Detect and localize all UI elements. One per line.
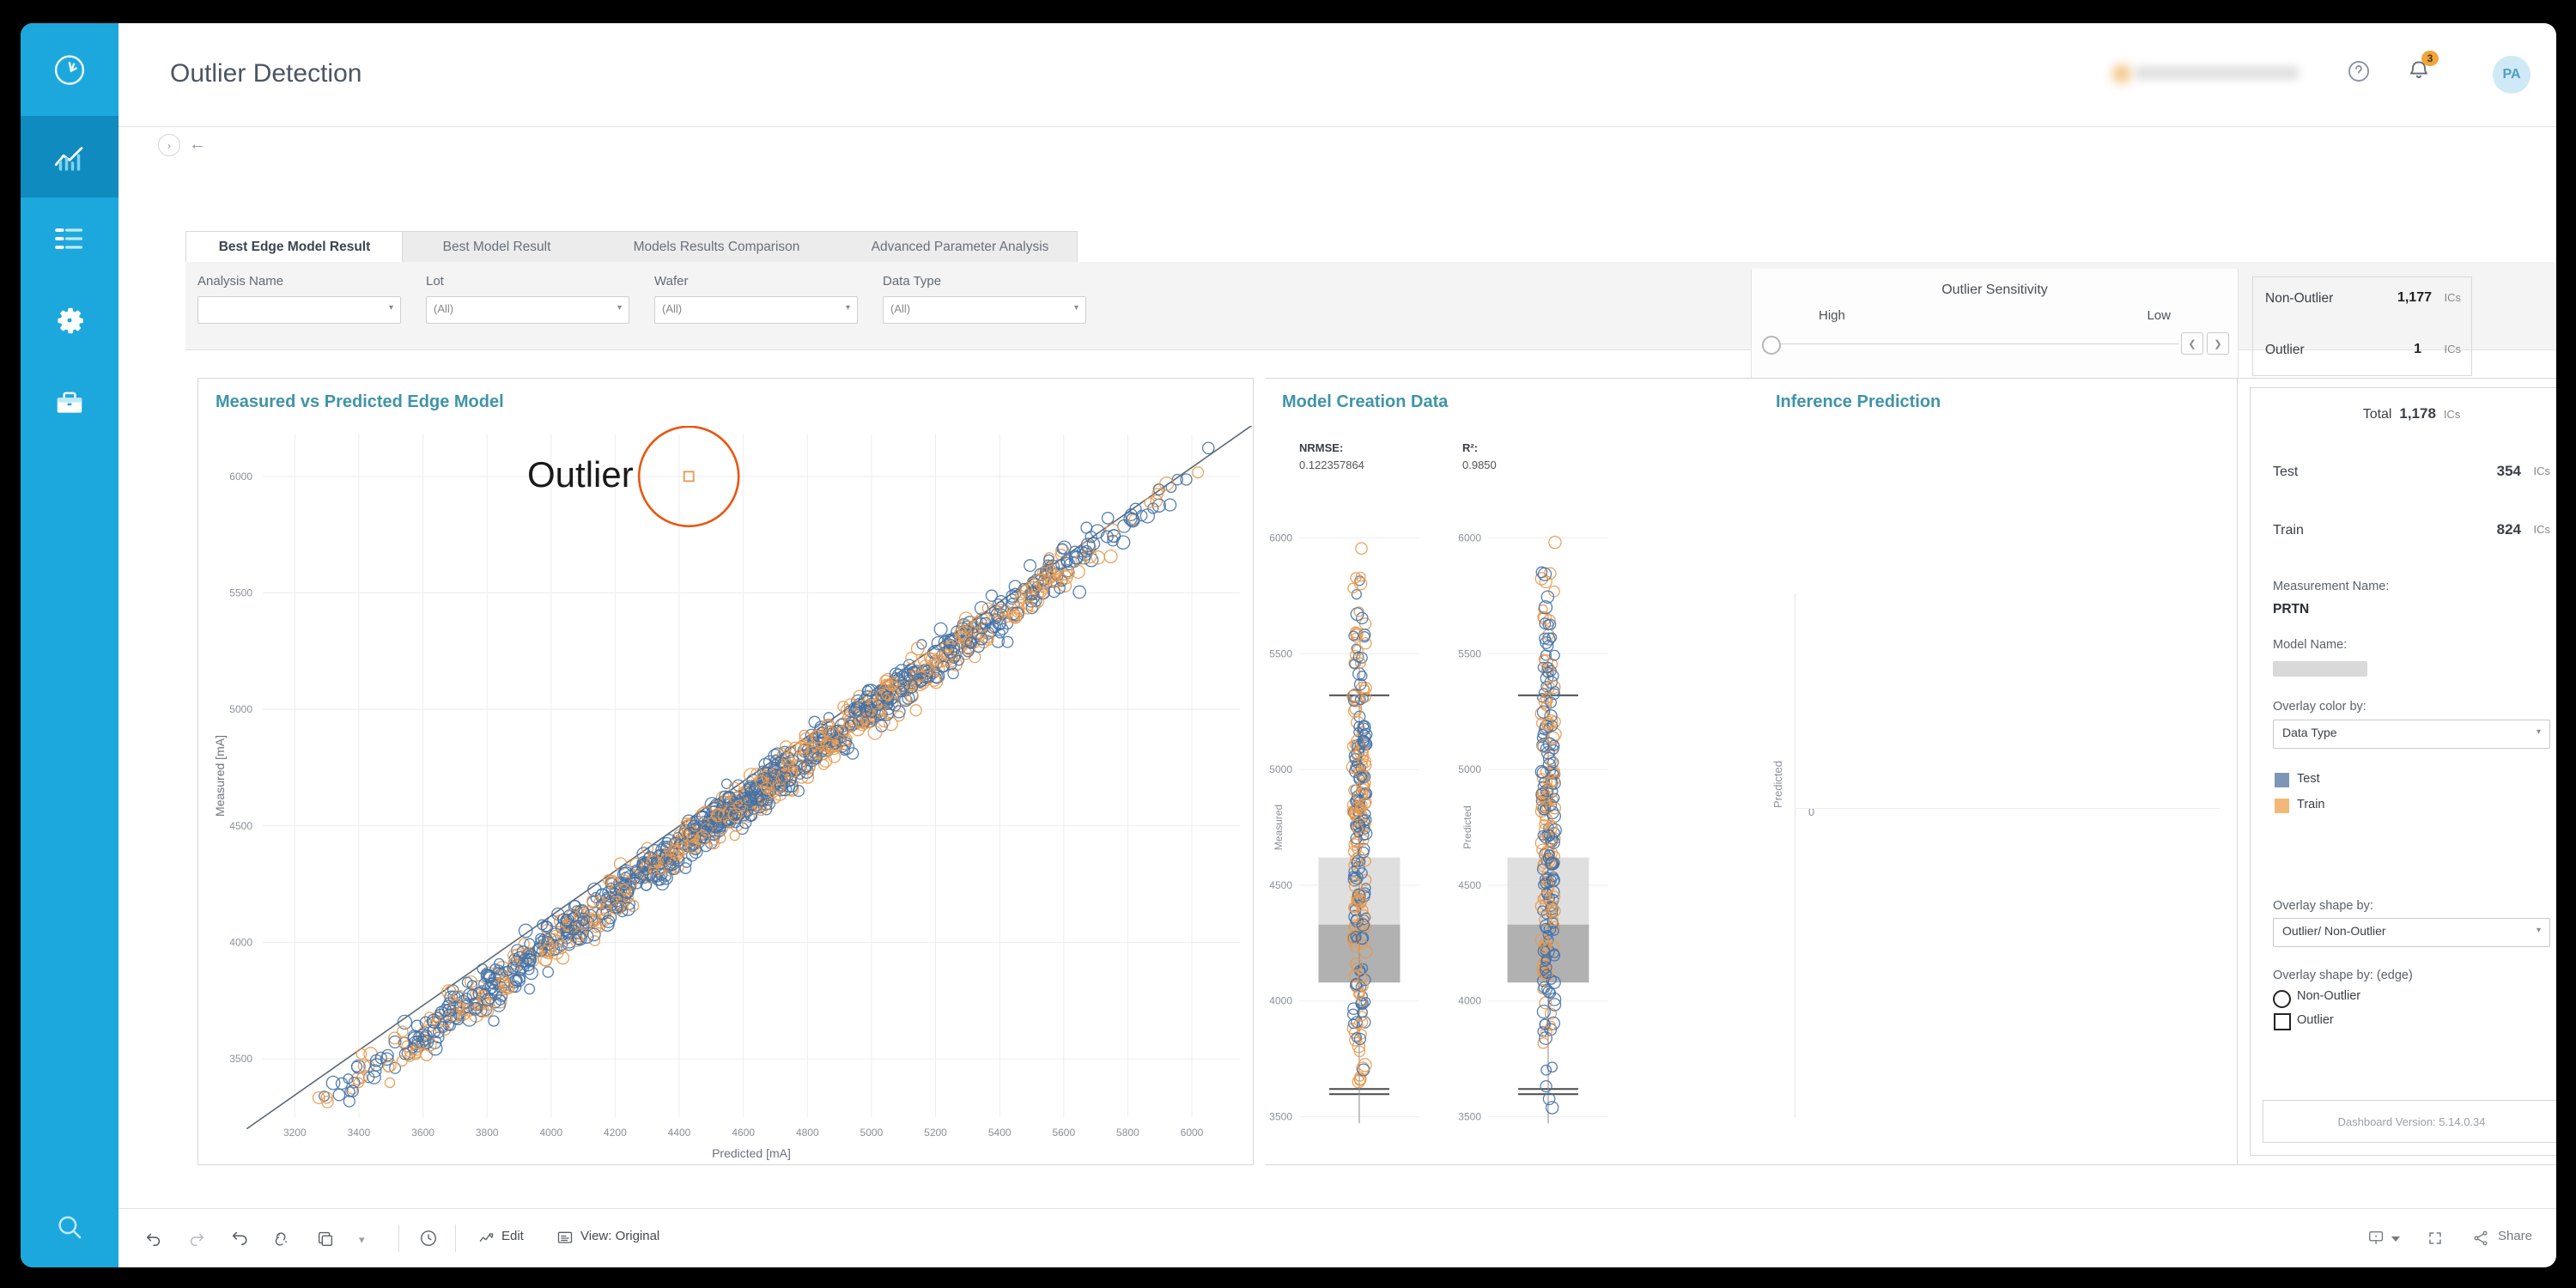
svg-text:5000: 5000 — [860, 1127, 884, 1139]
svg-text:6000: 6000 — [229, 471, 252, 483]
svg-text:R²:: R²: — [1462, 441, 1478, 454]
svg-text:6000: 6000 — [1269, 532, 1292, 544]
svg-text:5000: 5000 — [1269, 763, 1292, 775]
svg-text:5500: 5500 — [229, 587, 252, 599]
svg-text:3500: 3500 — [1269, 1111, 1292, 1123]
svg-text:3500: 3500 — [1458, 1111, 1481, 1123]
svg-text:5600: 5600 — [1052, 1127, 1075, 1139]
svg-text:4200: 4200 — [604, 1127, 627, 1139]
svg-text:Measured [mA]: Measured [mA] — [213, 735, 227, 817]
svg-text:3800: 3800 — [476, 1127, 499, 1139]
svg-text:5200: 5200 — [924, 1127, 947, 1139]
svg-text:4000: 4000 — [1458, 995, 1481, 1007]
svg-text:Outlier: Outlier — [527, 454, 634, 495]
svg-text:5800: 5800 — [1116, 1127, 1139, 1139]
svg-text:5400: 5400 — [988, 1127, 1012, 1139]
svg-text:4500: 4500 — [1269, 879, 1292, 891]
svg-text:4800: 4800 — [796, 1127, 819, 1139]
svg-text:0.122357864: 0.122357864 — [1299, 459, 1364, 471]
svg-text:5000: 5000 — [1458, 763, 1481, 775]
svg-text:4500: 4500 — [229, 820, 252, 832]
svg-text:3600: 3600 — [411, 1127, 434, 1139]
svg-text:5500: 5500 — [1269, 647, 1292, 659]
svg-text:4000: 4000 — [229, 937, 252, 949]
svg-text:4600: 4600 — [732, 1127, 755, 1139]
svg-text:4000: 4000 — [539, 1127, 562, 1139]
svg-text:6000: 6000 — [1181, 1127, 1204, 1139]
svg-text:NRMSE:: NRMSE: — [1299, 441, 1343, 454]
svg-text:4400: 4400 — [668, 1127, 691, 1139]
svg-text:3200: 3200 — [283, 1127, 307, 1139]
svg-text:4000: 4000 — [1269, 995, 1292, 1007]
svg-text:Measured: Measured — [1273, 805, 1285, 850]
svg-text:3400: 3400 — [348, 1127, 371, 1139]
svg-text:Predicted: Predicted — [1461, 805, 1473, 849]
svg-text:Predicted [mA]: Predicted [mA] — [712, 1146, 791, 1160]
svg-text:0.9850: 0.9850 — [1462, 459, 1497, 471]
svg-text:5500: 5500 — [1458, 647, 1481, 659]
svg-text:6000: 6000 — [1458, 532, 1481, 544]
svg-text:3500: 3500 — [229, 1053, 252, 1065]
svg-text:5000: 5000 — [229, 703, 252, 715]
svg-text:4500: 4500 — [1458, 879, 1481, 891]
